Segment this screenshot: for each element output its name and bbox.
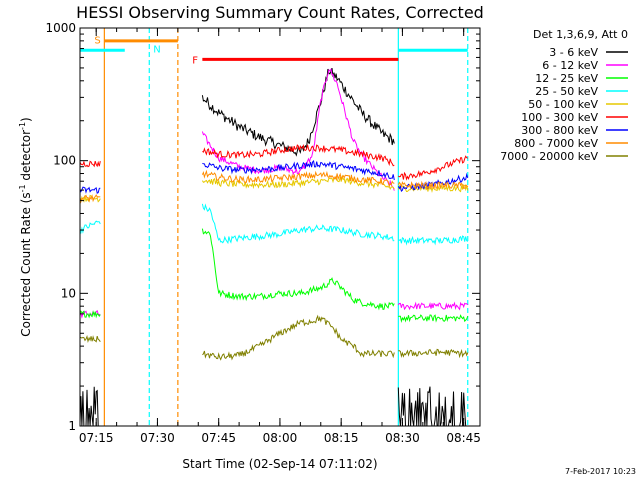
y-tick-label: 10 [61,286,76,300]
flag-label: S [94,35,100,46]
series-line [201,169,395,188]
legend-label: 50 - 100 keV [528,98,598,111]
flag-label: F [192,55,198,66]
series-line [202,159,395,181]
series-line [201,68,395,191]
x-tick-label: 07:45 [201,431,236,445]
y-tick-label: 1000 [45,21,76,35]
y-tick-label: 1 [68,419,76,433]
x-axis-label: Start Time (02-Sep-14 07:11:02) [182,457,377,471]
legend-label: 6 - 12 keV [542,59,598,72]
y-axis-label-exponent: -1 [18,184,27,192]
series-line [80,309,101,319]
y-axis-label-exponent: -1 [18,122,27,130]
legend-label: 7000 - 20000 keV [500,150,598,163]
series-line [80,220,101,235]
series-line [398,155,469,181]
x-tick-label: 08:30 [385,431,420,445]
legend-label: 800 - 7000 keV [514,137,598,150]
x-tick-label: 07:15 [79,431,114,445]
legend-title: Det 1,3,6,9, Att 0 [533,28,628,41]
legend-label: 25 - 50 keV [535,85,598,98]
series-line [80,194,101,203]
series-line [80,386,101,426]
date-stamp: 7-Feb-2017 10:23 [565,467,636,476]
series-line [201,203,395,245]
series-line [398,235,469,246]
observing-flag-lines [103,28,469,426]
series-group [80,67,469,426]
series-line [201,174,395,191]
x-axis: 07:15 07:30 07:45 08:00 08:15 08:30 08:45 [79,28,481,445]
x-tick-label: 07:30 [140,431,175,445]
legend-label: 300 - 800 keV [521,124,598,137]
series-line [80,186,101,194]
legend-label: 12 - 25 keV [535,72,598,85]
series-line [397,180,469,191]
series-line [397,301,469,311]
series-line [201,67,395,157]
y-axis: 1 10 100 1000 [45,21,480,433]
series-line [398,348,469,359]
x-tick-label: 08:45 [446,431,481,445]
chart-title: HESSI Observing Summary Count Rates, Cor… [76,3,484,22]
y-axis-label-part: ) [19,117,33,122]
x-tick-label: 08:00 [263,431,298,445]
series-line [398,314,469,324]
series-line [202,314,395,361]
x-tick-label: 08:15 [324,431,359,445]
legend-label: 100 - 300 keV [521,111,598,124]
legend-label: 3 - 6 keV [549,46,598,59]
series-line [201,228,395,311]
y-axis-label-part: detector [19,130,33,185]
plot-frame [79,27,481,427]
flag-label: N [153,45,160,56]
series-line [202,144,395,167]
y-axis-label: Corrected Count Rate (s-1 detector-1) [18,117,33,336]
series-line [397,386,468,426]
plot-area: S N F 1 10 100 1000 07:15 07:30 07:45 08:00 08:15… [45,21,481,445]
series-line [80,334,101,344]
y-tick-label: 100 [53,154,76,168]
observing-flag-bars: S N F [80,35,468,66]
series-line [80,160,101,168]
series-line [80,194,101,204]
y-axis-label-part: Corrected Count Rate (s [19,192,33,336]
